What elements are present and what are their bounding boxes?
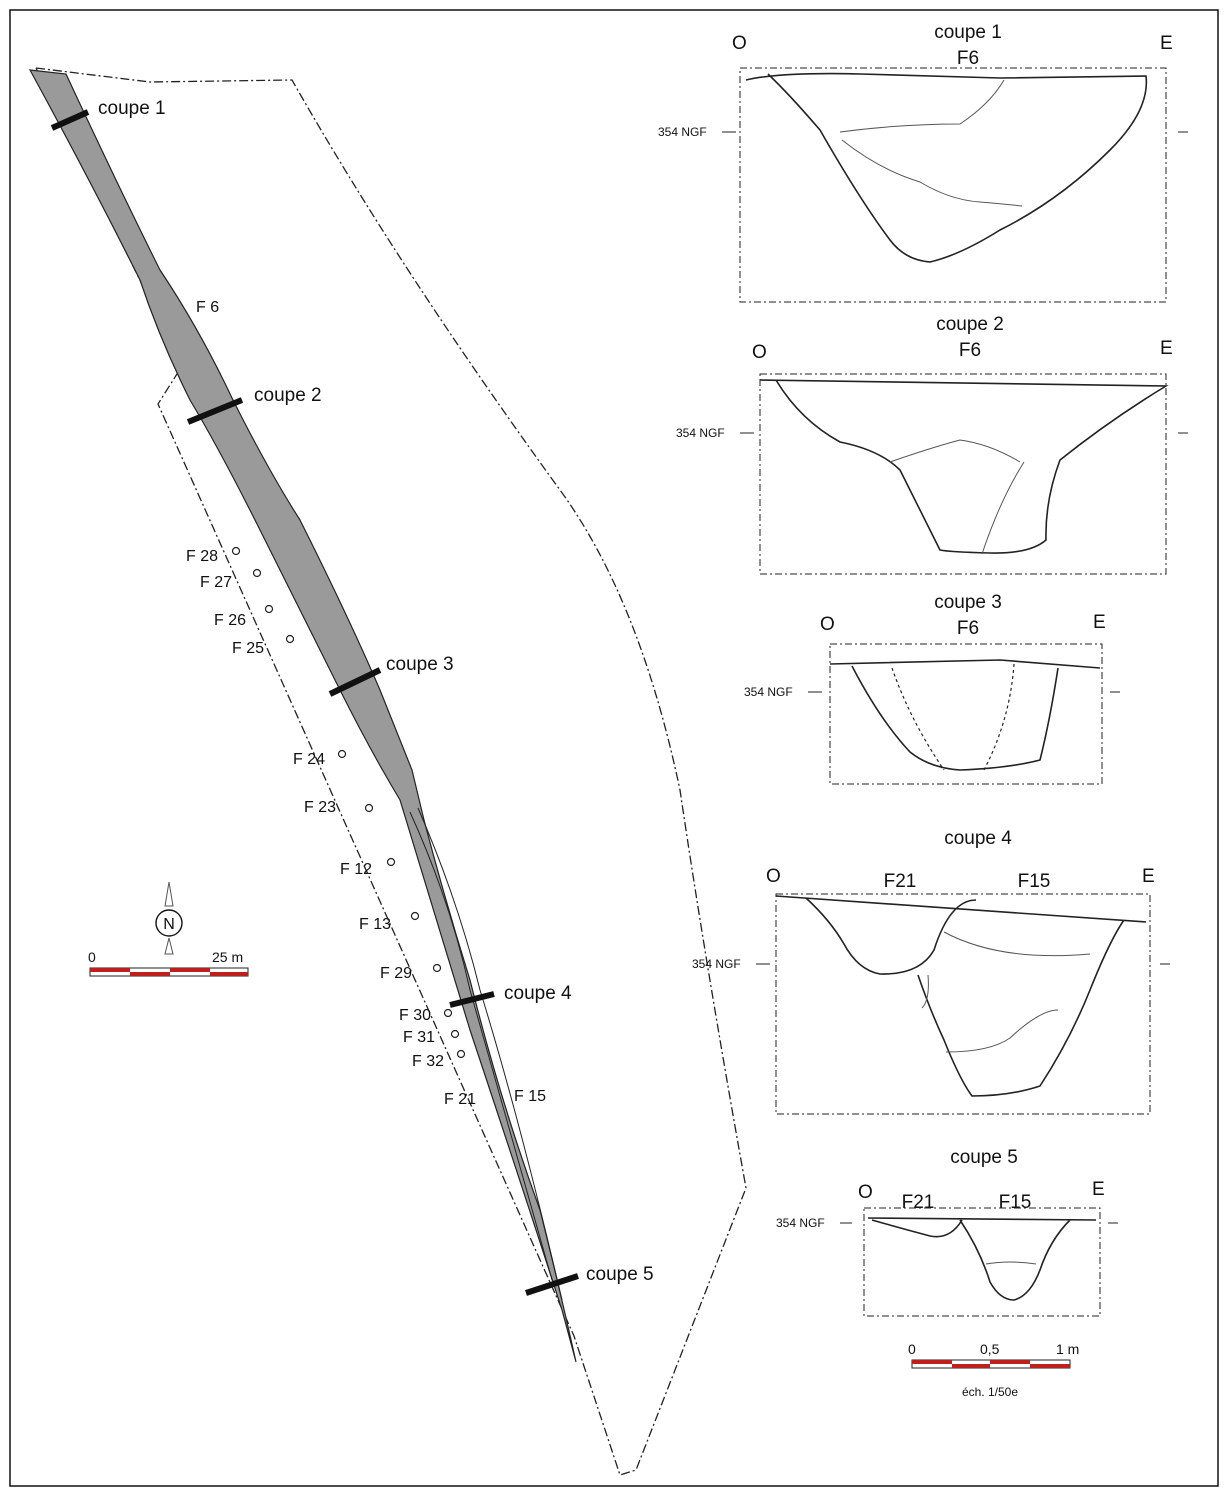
feature-label-f24: F 24 [293,751,325,768]
east-marker: E [1160,338,1173,359]
datum-label: 354 NGF [776,1216,825,1230]
profile-feature-label: F15 [999,1192,1032,1213]
profile-title: coupe 2 [936,314,1004,335]
profile-title: coupe 5 [950,1147,1018,1168]
layer-line [921,931,1091,1053]
west-marker: O [820,614,835,635]
section-label-1: coupe 1 [98,98,166,119]
excavation-boundary [35,67,747,1476]
section-bar-4 [449,991,495,1008]
north-arrow-letter: N [163,916,175,933]
north-arrow: N [155,881,183,955]
feature-label-f25: F 25 [232,640,264,657]
post-hole-f26 [264,604,274,614]
feature-label-f29: F 29 [380,965,412,982]
feature-label-f26: F 26 [214,612,246,629]
feature-label-f27: F 27 [200,574,232,591]
feature-label-f32: F 32 [412,1053,444,1070]
datum-label: 354 NGF [658,125,707,139]
plan-scale-start: 0 [88,949,96,965]
datum-label: 354 NGF [692,957,741,971]
post-hole-f12 [386,857,396,867]
post-hole-f29 [432,963,442,973]
profile-scale-caption: éch. 1/50e [962,1385,1018,1399]
ditch-f6 [28,69,577,1363]
west-marker: O [732,33,747,54]
profile-feature-label: F6 [957,48,979,69]
feature-label-f31: F 31 [403,1029,435,1046]
layer-line [839,79,1023,207]
section-bar-1 [50,109,90,131]
section-label-5: coupe 5 [586,1264,654,1285]
post-hole-f24 [337,749,347,759]
section-label-4: coupe 4 [504,983,572,1004]
east-marker: E [1093,612,1106,633]
east-marker: E [1092,1179,1105,1200]
post-hole-f31 [450,1029,460,1039]
cut-outline [745,72,1148,263]
feature-label-f21: F 21 [444,1091,476,1108]
layer-line [985,1261,1037,1265]
north-arrow-icon [164,881,174,955]
feature-label-f28: F 28 [186,548,218,565]
profile-title: coupe 4 [944,828,1012,849]
section-label-3: coupe 3 [386,654,454,675]
feature-label-f6: F 6 [196,299,219,316]
post-hole-f28 [231,546,241,556]
profile-coupe-1: coupe 1 F6 O E 354 NGF [658,22,1188,303]
ditch-f21-f15-split [409,807,563,1301]
post-hole-f27 [252,568,262,578]
feature-label-f23: F 23 [304,799,336,816]
cut-outline [867,1217,1097,1301]
section-label-2: coupe 2 [254,385,322,406]
post-hole-f30 [443,1008,453,1018]
section-bar-2 [186,397,244,425]
profile-feature-label: F21 [902,1192,935,1213]
profile-scale-mid: 0,5 [980,1341,1000,1357]
profile-scale-end: 1 m [1056,1341,1079,1357]
west-marker: O [858,1182,873,1203]
profile-scale-bar: 0 0,5 1 m éch. 1/50e [908,1341,1079,1399]
profile-feature-label: F6 [959,340,981,361]
cut-outline [829,659,1101,771]
post-hole-f25 [285,634,295,644]
post-hole-f32 [456,1049,466,1059]
profile-coupe-5: coupe 5 F21 F15 O E 354 NGF [776,1147,1118,1317]
cut-outline [775,895,1147,1097]
plan-scale-end: 25 m [212,949,243,965]
feature-label-f15: F 15 [514,1088,546,1105]
layer-line [889,439,1025,555]
profile-feature-label: F21 [884,871,917,892]
profile-coupe-4: coupe 4 F21 F15 O E 354 NGF [692,828,1170,1115]
feature-label-f13: F 13 [359,916,391,933]
section-bar-3 [328,667,382,697]
post-hole-f13 [410,911,420,921]
site-plan: coupe 1 coupe 2 coupe 3 coupe 4 coupe 5 … [28,67,747,1476]
feature-label-f30: F 30 [399,1007,431,1024]
west-marker: O [752,342,767,363]
profile-title: coupe 3 [934,592,1002,613]
datum-label: 354 NGF [676,426,725,440]
profile-feature-label: F6 [957,618,979,639]
plan-scale-bar: 0 25 m [88,949,249,977]
datum-label: 354 NGF [744,685,793,699]
east-marker: E [1142,866,1155,887]
figure-frame [9,9,1219,1487]
cut-outline [759,379,1169,554]
layer-line [891,663,1015,771]
feature-label-f12: F 12 [340,861,372,878]
profile-feature-label: F15 [1018,871,1051,892]
west-marker: O [766,866,781,887]
post-holes [231,546,466,1059]
profile-title: coupe 1 [934,22,1002,43]
profile-coupe-3: coupe 3 F6 O E 354 NGF [744,592,1120,785]
profile-scale-start: 0 [908,1341,916,1357]
section-bar-5 [525,1273,579,1296]
post-hole-f23 [364,803,374,813]
profile-coupe-2: coupe 2 F6 O E 354 NGF [676,314,1188,575]
east-marker: E [1160,33,1173,54]
